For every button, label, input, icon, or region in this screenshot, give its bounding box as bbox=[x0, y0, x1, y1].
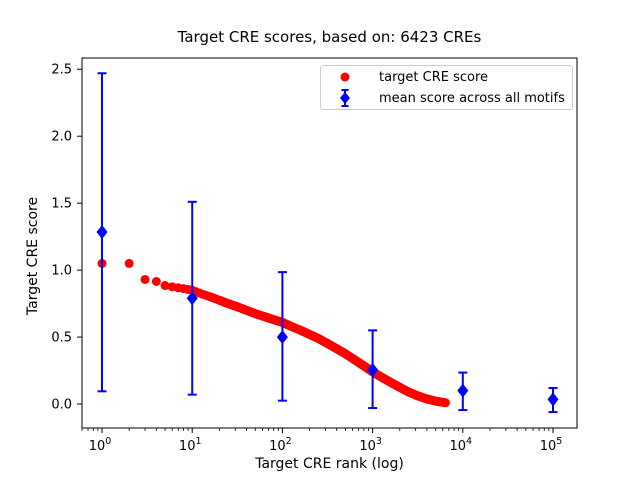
x-axis-label: Target CRE rank (log) bbox=[255, 456, 404, 472]
y-tick-label: 2.0 bbox=[51, 130, 72, 145]
x-tick-label: 103 bbox=[359, 436, 382, 454]
legend-circle-marker bbox=[340, 72, 350, 82]
mean-diamond bbox=[96, 224, 108, 239]
red-dot bbox=[440, 398, 450, 408]
legend-diamond-icon bbox=[340, 89, 350, 107]
axes-frame bbox=[81, 57, 578, 429]
mean-diamond bbox=[276, 330, 288, 345]
legend-circle-icon bbox=[340, 72, 350, 82]
chart-title: Target CRE scores, based on: 6423 CREs bbox=[177, 28, 482, 46]
plot-spines bbox=[81, 57, 578, 429]
y-tick-label: 0.5 bbox=[51, 331, 72, 346]
y-tick-label: 0.0 bbox=[51, 398, 72, 413]
legend: target CRE score mean score across all mo… bbox=[320, 65, 573, 110]
x-tick-label: 101 bbox=[179, 436, 202, 454]
y-tick-label: 1.5 bbox=[51, 197, 72, 212]
x-tick-label: 102 bbox=[269, 436, 292, 454]
axis-ticks bbox=[77, 68, 554, 433]
mean-diamond bbox=[367, 362, 379, 377]
x-tick-label: 104 bbox=[450, 436, 473, 454]
legend-diamond-marker bbox=[340, 92, 350, 104]
mean-diamond bbox=[457, 383, 469, 398]
red-dot bbox=[160, 281, 170, 291]
legend-label: mean score across all motifs bbox=[379, 90, 565, 106]
mean-diamond bbox=[186, 291, 198, 306]
y-tick-label: 2.5 bbox=[51, 63, 72, 78]
x-tick-label: 100 bbox=[89, 436, 112, 454]
legend-item-0: target CRE score bbox=[329, 67, 564, 87]
red-dot bbox=[124, 258, 134, 268]
y-tick-label: 1.0 bbox=[51, 264, 72, 279]
legend-label: target CRE score bbox=[379, 69, 489, 85]
red-dot bbox=[151, 277, 161, 286]
y-tick-labels: 0.0 0.5 1.0 1.5 2.0 2.5 bbox=[51, 63, 72, 413]
x-tick-labels: 100 101 102 103 104 105 bbox=[89, 436, 563, 454]
series-target-cre-score bbox=[97, 258, 450, 408]
series-mean-score-errorbars bbox=[96, 72, 559, 414]
mean-diamond bbox=[547, 392, 559, 407]
x-tick-label: 105 bbox=[540, 436, 563, 454]
legend-item-1: mean score across all motifs bbox=[329, 88, 565, 108]
red-dot bbox=[140, 274, 150, 284]
